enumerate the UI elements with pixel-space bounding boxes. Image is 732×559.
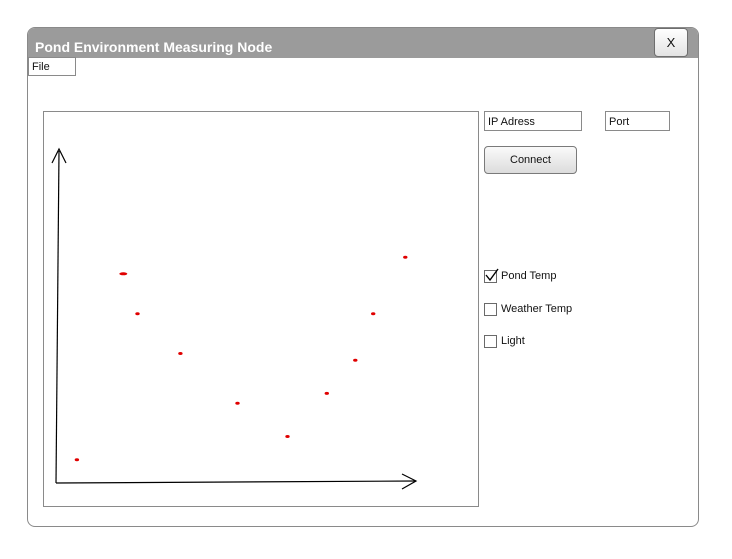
light-checkbox[interactable]: Light xyxy=(484,333,525,349)
data-point xyxy=(285,435,290,438)
port-field[interactable]: Port xyxy=(605,111,670,131)
x-axis-arrow-icon xyxy=(401,473,418,490)
data-point xyxy=(119,272,128,276)
data-point xyxy=(135,312,140,316)
pond-temp-label: Pond Temp xyxy=(501,270,557,282)
scatter-plot xyxy=(51,147,418,490)
light-label: Light xyxy=(501,335,525,347)
close-button[interactable]: X xyxy=(654,28,688,57)
data-point xyxy=(324,391,329,395)
data-point xyxy=(235,401,240,405)
file-menu[interactable]: File xyxy=(28,57,76,76)
data-point xyxy=(178,352,183,355)
checkmark-icon xyxy=(485,268,499,281)
data-points xyxy=(74,255,408,462)
data-point xyxy=(403,255,408,259)
checkbox-box[interactable] xyxy=(484,302,497,316)
title-bar: Pond Environment Measuring Node X xyxy=(28,28,698,58)
plot-area xyxy=(43,111,479,507)
axes xyxy=(51,147,418,490)
window-title: Pond Environment Measuring Node xyxy=(35,39,273,55)
y-axis-arrow-icon xyxy=(51,147,67,164)
checkbox-box[interactable] xyxy=(484,268,499,283)
pond-temp-checkbox[interactable]: Pond Temp xyxy=(484,268,556,284)
app-window: Pond Environment Measuring Node X File I… xyxy=(27,27,699,527)
data-point xyxy=(371,312,376,316)
y-axis xyxy=(55,150,60,484)
data-point xyxy=(74,458,80,462)
connect-button[interactable]: Connect xyxy=(484,146,577,174)
checkbox-box[interactable] xyxy=(484,334,497,348)
data-point xyxy=(353,358,358,362)
weather-temp-label: Weather Temp xyxy=(501,303,573,315)
ip-address-field[interactable]: IP Adress xyxy=(484,111,582,131)
x-axis xyxy=(55,480,417,484)
weather-temp-checkbox[interactable]: Weather Temp xyxy=(484,301,572,317)
